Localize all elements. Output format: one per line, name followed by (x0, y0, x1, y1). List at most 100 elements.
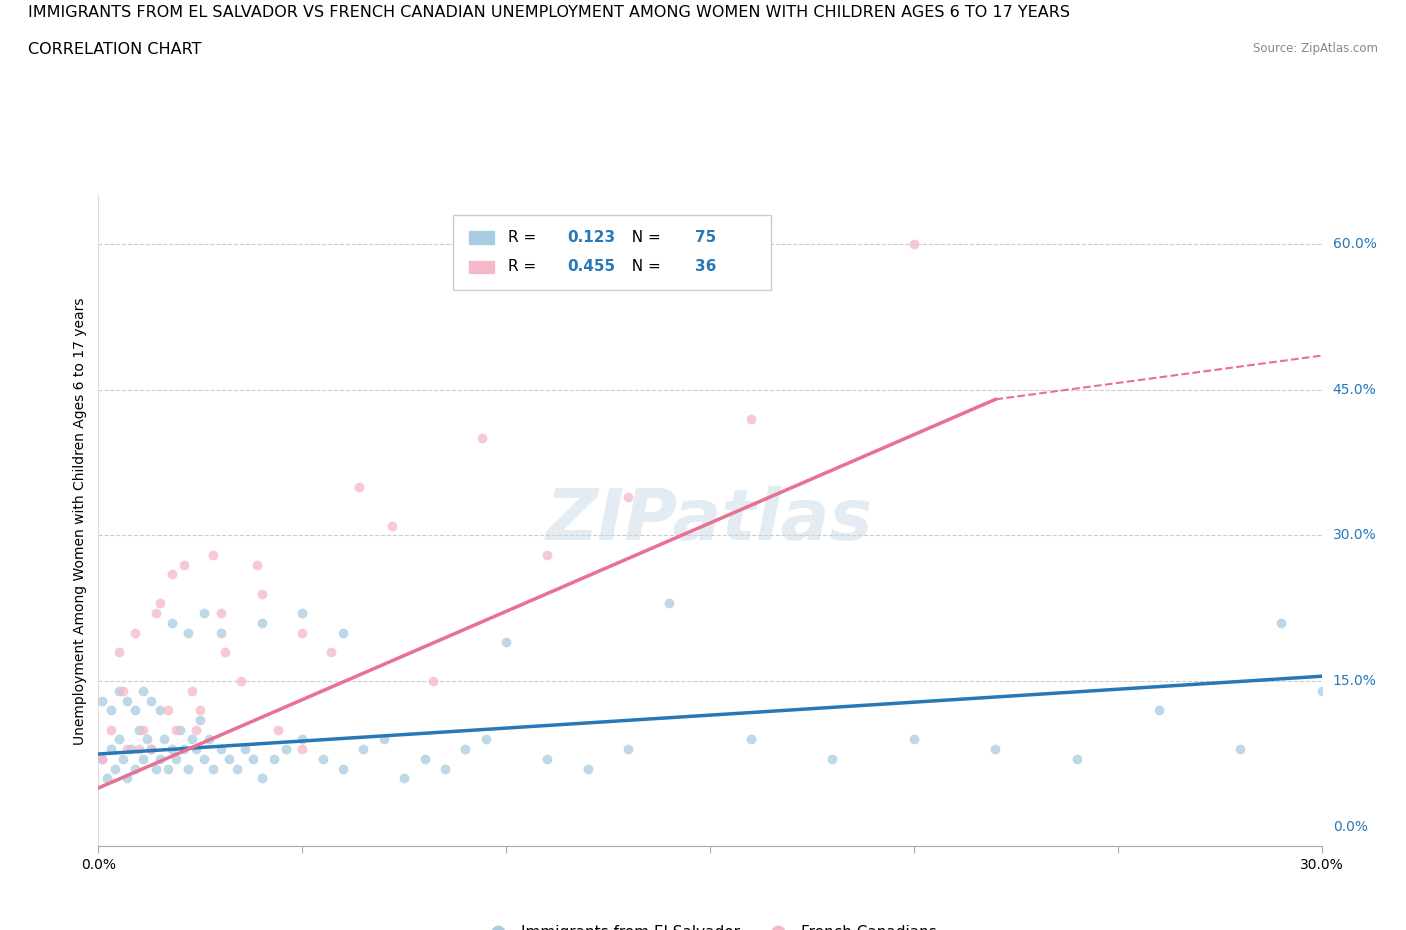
Point (181, 684, 204, 698)
Point (319, 644, 342, 659)
Point (120, 742, 142, 757)
Point (291, 732, 314, 747)
Point (617, 489, 640, 504)
Point (246, 557, 269, 572)
Point (141, 693, 163, 708)
Point (740, 732, 762, 747)
Point (291, 605, 314, 620)
Point (111, 684, 134, 698)
Point (160, 742, 183, 757)
Point (132, 751, 155, 766)
Text: 0.455: 0.455 (567, 259, 614, 274)
Point (422, 673, 444, 688)
Point (312, 751, 335, 766)
Point (169, 723, 191, 737)
Point (263, 751, 285, 766)
Point (434, 761, 457, 776)
Point (903, 236, 925, 251)
Point (152, 732, 174, 747)
Point (165, 723, 187, 737)
FancyBboxPatch shape (468, 231, 495, 245)
Point (173, 742, 195, 757)
Point (740, 411, 762, 426)
Point (332, 625, 354, 640)
Point (658, 596, 681, 611)
Point (1066, 751, 1088, 766)
Y-axis label: Unemployment Among Women with Children Ages 6 to 17 years: Unemployment Among Women with Children A… (73, 297, 87, 745)
Point (209, 625, 232, 640)
Point (291, 625, 314, 640)
Text: R =: R = (508, 230, 546, 246)
Point (214, 644, 236, 659)
Point (274, 742, 297, 757)
Point (177, 761, 200, 776)
Point (145, 605, 167, 620)
Point (186, 723, 208, 737)
Point (156, 703, 179, 718)
Point (100, 723, 122, 737)
Point (108, 644, 131, 659)
Point (536, 548, 558, 563)
Text: 15.0%: 15.0% (1333, 674, 1376, 688)
Point (108, 732, 131, 747)
Text: N =: N = (621, 230, 665, 246)
Text: 75: 75 (696, 230, 717, 246)
Point (124, 761, 146, 776)
Point (381, 518, 404, 533)
Point (231, 673, 253, 688)
Point (1229, 742, 1251, 757)
Point (111, 751, 134, 766)
Text: IMMIGRANTS FROM EL SALVADOR VS FRENCH CANADIAN UNEMPLOYMENT AMONG WOMEN WITH CHI: IMMIGRANTS FROM EL SALVADOR VS FRENCH CA… (28, 5, 1070, 20)
Point (136, 732, 159, 747)
Point (576, 761, 599, 776)
Point (1147, 703, 1170, 718)
Point (201, 548, 224, 563)
Point (186, 742, 208, 757)
Text: 60.0%: 60.0% (1333, 237, 1376, 251)
Point (352, 742, 374, 757)
Point (250, 616, 273, 631)
Point (145, 761, 167, 776)
Legend: Immigrants from El Salvador, French Canadians: Immigrants from El Salvador, French Cana… (477, 919, 943, 930)
Text: 0.0%: 0.0% (1333, 820, 1368, 834)
Text: ZIPatlas: ZIPatlas (547, 486, 873, 555)
Text: N =: N = (621, 259, 665, 274)
Point (149, 596, 172, 611)
Point (413, 751, 436, 766)
Point (115, 693, 138, 708)
Point (193, 751, 215, 766)
Text: CORRELATION CHART: CORRELATION CHART (28, 42, 201, 57)
FancyBboxPatch shape (453, 215, 772, 290)
Point (96, 771, 118, 786)
Point (91, 693, 114, 708)
Text: 45.0%: 45.0% (1333, 382, 1376, 396)
Point (392, 771, 416, 786)
Point (291, 742, 314, 757)
Point (226, 761, 249, 776)
Point (332, 761, 354, 776)
Point (181, 732, 204, 747)
Point (454, 742, 477, 757)
Point (132, 684, 155, 698)
Point (188, 712, 212, 727)
Point (124, 625, 146, 640)
Point (903, 732, 925, 747)
Point (177, 625, 200, 640)
Point (128, 723, 150, 737)
Point (250, 771, 273, 786)
Point (984, 742, 1007, 757)
Point (1310, 684, 1333, 698)
Point (149, 751, 172, 766)
Point (250, 586, 273, 601)
Point (267, 723, 290, 737)
Text: Source: ZipAtlas.com: Source: ZipAtlas.com (1253, 42, 1378, 55)
Point (197, 732, 219, 747)
Point (617, 742, 640, 757)
Text: 0.123: 0.123 (567, 230, 614, 246)
Text: 30.0%: 30.0% (1333, 528, 1376, 542)
Point (242, 751, 264, 766)
Point (201, 761, 224, 776)
FancyBboxPatch shape (468, 259, 495, 274)
Point (209, 742, 232, 757)
Point (156, 761, 179, 776)
